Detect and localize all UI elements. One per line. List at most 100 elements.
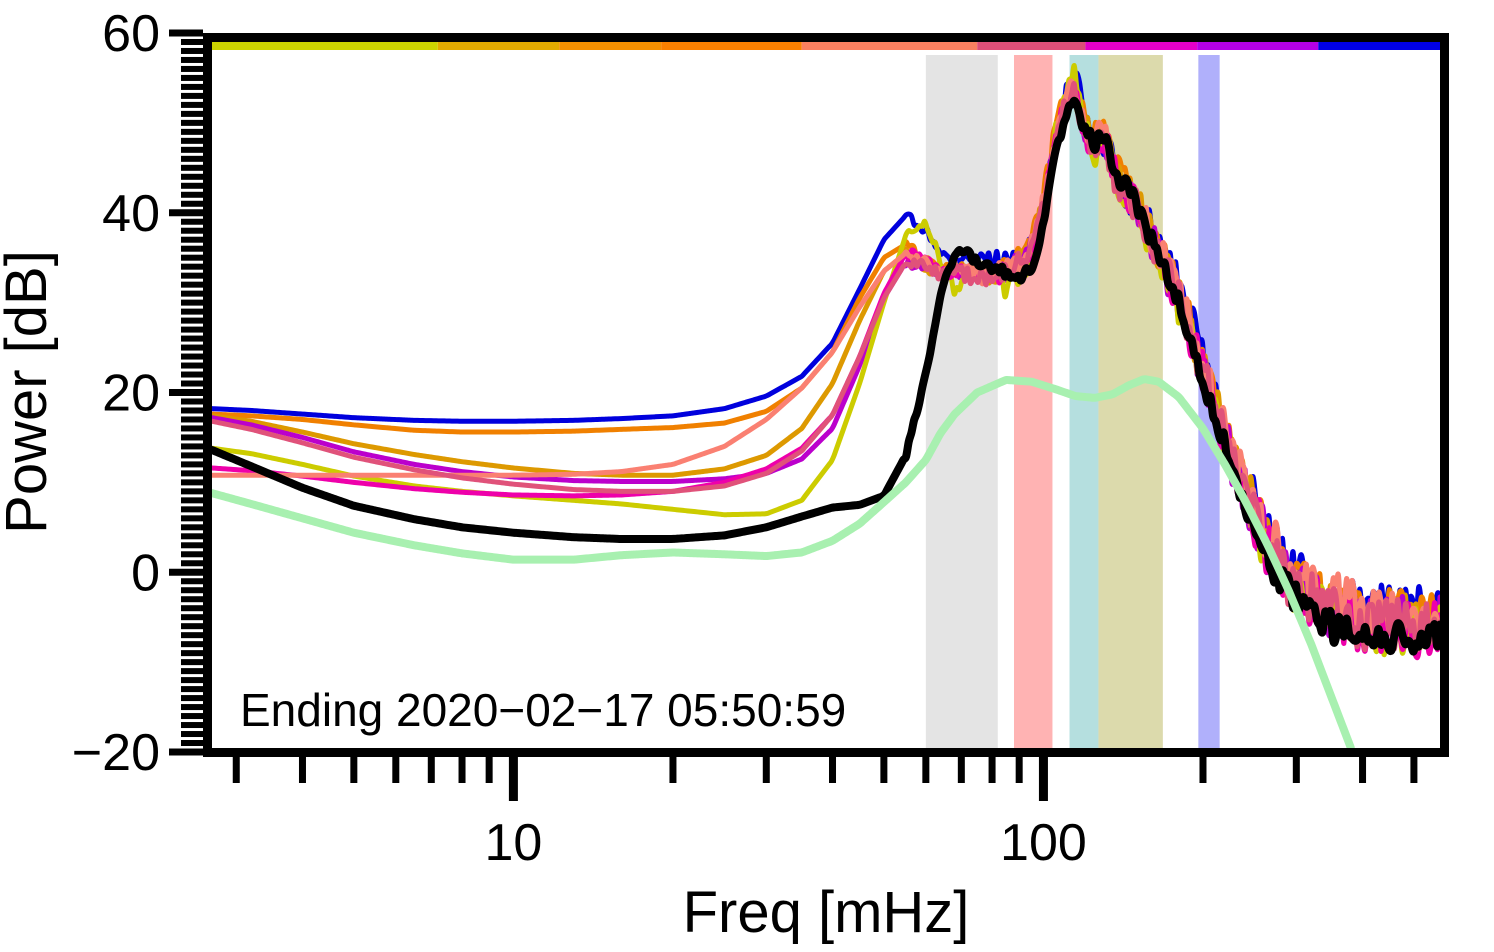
y-tick-minor <box>181 506 203 513</box>
axis-ticks-group <box>169 29 1418 801</box>
y-tick-minor <box>181 596 203 603</box>
x-tick-major <box>1038 757 1048 801</box>
x-tick-minor <box>427 757 435 783</box>
y-tick-minor <box>181 173 203 180</box>
y-tick-minor <box>181 578 203 585</box>
y-tick-label: −20 <box>72 724 160 782</box>
y-tick-minor <box>181 659 203 666</box>
y-tick-minor <box>181 227 203 234</box>
y-tick-minor <box>181 650 203 657</box>
plot-frame-bottom <box>207 748 1445 757</box>
x-tick-minor <box>957 757 965 783</box>
y-tick-minor <box>181 587 203 594</box>
x-tick-minor <box>829 757 837 783</box>
x-tick-label: 10 <box>484 814 542 872</box>
y-tick-minor <box>181 164 203 171</box>
y-tick-major <box>169 29 203 37</box>
x-tick-label: 100 <box>1000 814 1087 872</box>
y-tick-minor <box>181 263 203 270</box>
x-tick-minor <box>232 757 240 783</box>
y-tick-minor <box>181 641 203 648</box>
y-tick-minor <box>181 362 203 369</box>
y-tick-minor <box>181 479 203 486</box>
y-tick-minor <box>181 551 203 558</box>
y-tick-major <box>169 568 203 576</box>
annotation-timestamp: Ending 2020−02−17 05:50:59 <box>240 684 846 736</box>
y-tick-minor <box>181 434 203 441</box>
y-tick-minor <box>181 119 203 126</box>
x-tick-minor <box>1359 757 1367 783</box>
y-tick-minor <box>181 317 203 324</box>
y-tick-minor <box>181 290 203 297</box>
y-tick-minor <box>181 497 203 504</box>
y-tick-minor <box>181 605 203 612</box>
y-tick-label: 20 <box>102 365 160 423</box>
y-tick-minor <box>181 83 203 90</box>
x-tick-minor <box>485 757 493 783</box>
y-tick-minor <box>181 686 203 693</box>
y-tick-minor <box>181 344 203 351</box>
y-tick-minor <box>181 677 203 684</box>
y-tick-minor <box>181 695 203 702</box>
x-tick-minor <box>762 757 770 783</box>
y-tick-minor <box>181 191 203 198</box>
y-tick-minor <box>181 146 203 153</box>
y-tick-minor <box>181 488 203 495</box>
y-tick-minor <box>181 272 203 279</box>
y-tick-minor <box>181 407 203 414</box>
y-tick-minor <box>181 524 203 531</box>
y-axis-title: Power [dB] <box>0 250 59 534</box>
y-tick-minor <box>181 38 203 45</box>
y-tick-minor <box>181 182 203 189</box>
x-tick-minor <box>1199 757 1207 783</box>
band-teal <box>1069 55 1099 752</box>
y-tick-minor <box>181 110 203 117</box>
plot-frame-top <box>207 33 1445 42</box>
data-series-group <box>208 63 1444 752</box>
y-tick-major <box>169 209 203 217</box>
plot-frame-right <box>1440 33 1449 757</box>
y-tick-minor <box>181 74 203 81</box>
x-tick-minor <box>350 757 358 783</box>
y-tick-minor <box>181 614 203 621</box>
y-tick-minor <box>181 326 203 333</box>
trace-crimson <box>209 80 1443 653</box>
trace-pale-green <box>208 375 1355 752</box>
y-tick-minor <box>181 398 203 405</box>
y-tick-minor <box>181 452 203 459</box>
y-tick-minor <box>181 245 203 252</box>
y-tick-major <box>169 389 203 396</box>
x-tick-minor <box>988 757 996 783</box>
y-tick-minor <box>181 371 203 378</box>
axes-frame-group <box>203 33 1449 757</box>
x-tick-minor <box>1410 757 1418 783</box>
x-tick-minor <box>298 757 306 783</box>
y-tick-minor <box>181 56 203 63</box>
y-tick-minor <box>181 731 203 738</box>
y-tick-label: 40 <box>102 185 160 243</box>
y-tick-minor <box>181 533 203 540</box>
axis-labels-group: −20 0 20 40 60 10 100 <box>72 5 1087 872</box>
x-tick-minor <box>392 757 400 783</box>
plot-frame-left <box>203 33 212 757</box>
y-tick-minor <box>181 335 203 342</box>
y-tick-minor <box>181 623 203 630</box>
y-tick-minor <box>181 308 203 315</box>
y-tick-minor <box>181 236 203 243</box>
x-axis-title: Freq [mHz] <box>683 880 970 945</box>
x-tick-minor <box>1292 757 1300 783</box>
y-tick-minor <box>181 542 203 549</box>
x-tick-minor <box>458 757 466 783</box>
y-tick-minor <box>181 740 203 747</box>
x-tick-minor <box>1015 757 1023 783</box>
y-tick-minor <box>181 380 203 387</box>
y-tick-minor <box>181 443 203 450</box>
y-tick-label: 0 <box>131 544 160 602</box>
y-tick-minor <box>181 416 203 423</box>
x-tick-minor <box>922 757 930 783</box>
y-tick-minor <box>181 704 203 711</box>
y-tick-minor <box>181 101 203 108</box>
y-tick-minor <box>181 218 203 225</box>
y-tick-minor <box>181 425 203 432</box>
